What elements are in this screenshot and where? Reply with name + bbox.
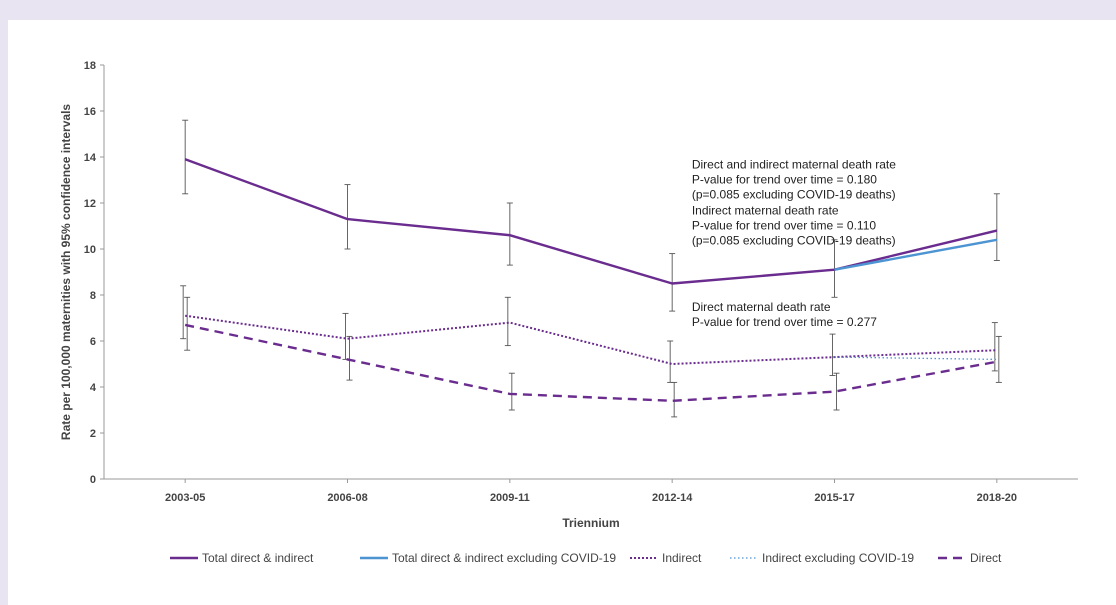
x-tick-label: 2009-11 [490,492,530,504]
y-tick-label: 16 [84,106,96,118]
line-chart: 0 2 4 6 8 10 12 14 16 18 2003-05 2006-08 2009-11 2012… [59,60,1078,565]
y-tick-label: 10 [84,244,96,256]
annotation-text: P-value for trend over time = 0.180 [692,173,877,187]
legend-label: Total direct & indirect excluding COVID-… [392,551,616,565]
annotation-text: Direct maternal death rate [692,300,831,314]
y-axis-title: Rate per 100,000 maternities with 95% co… [59,104,73,440]
legend-label: Total direct & indirect [202,551,314,565]
annotation-text: Indirect maternal death rate [692,204,839,218]
legend-label: Indirect excluding COVID-19 [762,551,914,565]
series-line-1 [834,238,998,271]
x-tick-label: 2018-20 [977,492,1017,504]
annotation-text: (p=0.085 excluding COVID-19 deaths) [692,188,896,202]
x-tick-label: 2012-14 [652,492,693,504]
y-tick-label: 6 [90,336,96,348]
y-tick-label: 18 [84,60,96,72]
series-line-3 [834,356,997,361]
annotation-text: (p=0.085 excluding COVID-19 deaths) [692,234,896,248]
series-line-4 [184,323,998,402]
y-tick-label: 8 [90,290,96,302]
chart-panel: 0 2 4 6 8 10 12 14 16 18 2003-05 2006-08 2009-11 2012… [8,20,1116,605]
x-tick-label: 2003-05 [165,492,205,504]
annotation-text: Direct and indirect maternal death rate [692,158,896,172]
y-tick-label: 0 [90,474,96,486]
x-axis-title: Triennium [562,516,619,530]
x-tick-label: 2015-17 [814,492,854,504]
series-line-2 [185,314,997,365]
y-tick-label: 12 [84,198,96,210]
series-line-0 [184,158,998,285]
y-tick-label: 4 [90,382,97,394]
annotation-text: P-value for trend over time = 0.277 [692,315,877,329]
legend-label: Indirect [662,551,702,565]
y-tick-label: 14 [84,152,97,164]
y-tick-label: 2 [90,428,96,440]
annotation-text: P-value for trend over time = 0.110 [692,219,877,233]
x-tick-label: 2006-08 [327,492,367,504]
legend-label: Direct [970,551,1002,565]
